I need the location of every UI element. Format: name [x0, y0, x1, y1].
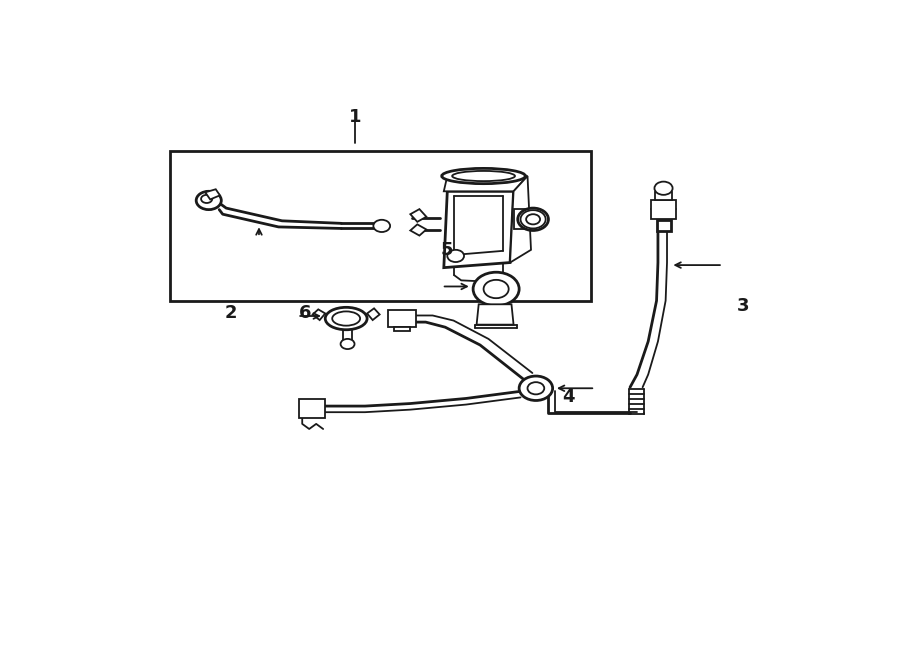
Polygon shape — [444, 191, 514, 268]
Polygon shape — [205, 189, 220, 200]
Text: 3: 3 — [737, 297, 750, 315]
Polygon shape — [410, 224, 427, 235]
Ellipse shape — [332, 311, 360, 326]
Circle shape — [201, 195, 212, 203]
Circle shape — [374, 220, 390, 232]
Circle shape — [473, 272, 519, 306]
Circle shape — [526, 214, 540, 224]
Text: 4: 4 — [562, 389, 575, 407]
Bar — [393, 327, 410, 330]
Ellipse shape — [452, 171, 515, 181]
Polygon shape — [477, 304, 514, 325]
Bar — [388, 310, 416, 327]
Circle shape — [519, 376, 553, 401]
Circle shape — [340, 339, 355, 349]
Circle shape — [447, 250, 464, 262]
Bar — [170, 151, 591, 301]
Text: 1: 1 — [349, 108, 362, 126]
Bar — [651, 200, 676, 219]
Polygon shape — [312, 309, 325, 320]
Polygon shape — [410, 209, 427, 222]
Polygon shape — [510, 176, 531, 262]
Ellipse shape — [518, 208, 548, 231]
Bar — [299, 399, 325, 418]
Circle shape — [520, 210, 545, 229]
Ellipse shape — [325, 307, 367, 330]
Text: 5: 5 — [440, 241, 453, 259]
Circle shape — [196, 191, 221, 210]
Circle shape — [527, 382, 544, 395]
Ellipse shape — [442, 169, 526, 184]
Text: 6: 6 — [299, 305, 311, 323]
Polygon shape — [444, 176, 527, 191]
Circle shape — [654, 182, 672, 195]
Polygon shape — [367, 308, 380, 320]
Circle shape — [483, 280, 508, 298]
Text: 2: 2 — [225, 305, 238, 323]
Bar — [657, 220, 670, 231]
Bar — [655, 192, 672, 200]
Bar — [514, 209, 533, 229]
